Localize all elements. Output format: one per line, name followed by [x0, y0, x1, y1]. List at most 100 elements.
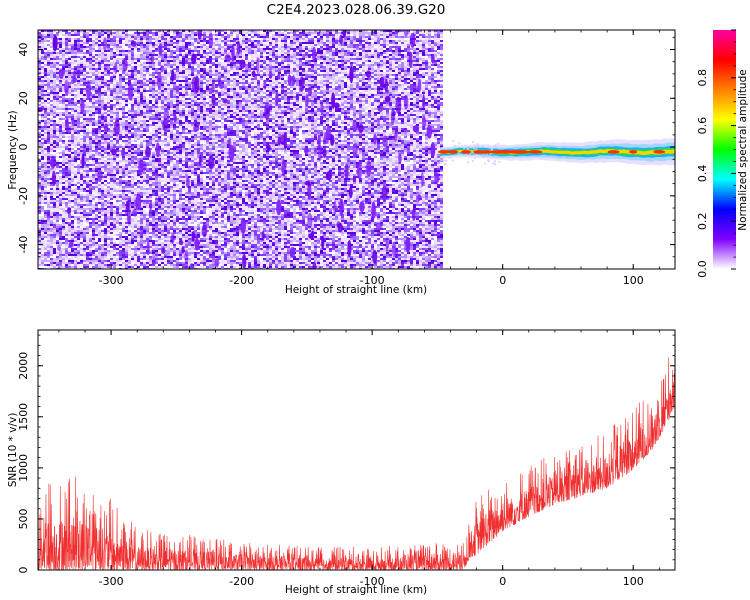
noise-cell	[386, 76, 389, 78]
noise-cell	[272, 102, 275, 104]
noise-cell	[137, 84, 140, 86]
noise-cell	[425, 30, 428, 32]
noise-cell	[197, 48, 200, 50]
noise-cell	[272, 88, 275, 90]
noise-cell	[242, 106, 245, 108]
noise-cell	[80, 64, 83, 66]
noise-cell	[245, 110, 248, 112]
noise-cell	[425, 90, 428, 92]
noise-cell	[386, 74, 389, 76]
noise-cell	[284, 106, 287, 108]
noise-cell	[89, 64, 92, 66]
noise-cell	[353, 106, 356, 108]
noise-cell	[191, 76, 194, 78]
noise-cell	[383, 52, 386, 54]
noise-cell	[380, 102, 383, 104]
noise-cell	[134, 32, 137, 34]
noise-cell	[161, 60, 164, 62]
noise-cell	[242, 74, 245, 76]
noise-cell	[314, 32, 317, 34]
noise-cell	[440, 48, 443, 50]
noise-cell	[119, 38, 122, 40]
noise-cell	[269, 86, 272, 88]
noise-cell	[416, 98, 419, 100]
noise-cell	[212, 52, 215, 54]
noise-cell	[287, 50, 290, 52]
noise-cell	[107, 82, 110, 84]
noise-cell	[377, 54, 380, 56]
noise-cell	[110, 68, 113, 70]
noise-cell	[356, 102, 359, 104]
noise-cell	[305, 90, 308, 92]
noise-cell	[239, 80, 242, 82]
noise-cell	[155, 78, 158, 80]
noise-cell	[77, 42, 80, 44]
noise-cell	[71, 92, 74, 94]
noise-cell	[59, 88, 62, 90]
noise-cell	[362, 52, 365, 54]
noise-cell	[311, 70, 314, 72]
noise-cell	[245, 36, 248, 38]
noise-cell	[374, 70, 377, 72]
noise-cell	[179, 86, 182, 88]
noise-cell	[374, 86, 377, 88]
noise-cell	[329, 104, 332, 106]
noise-cell	[140, 40, 143, 42]
noise-cell	[104, 30, 107, 32]
noise-cell	[146, 62, 149, 64]
noise-cell	[401, 72, 404, 74]
noise-cell	[209, 94, 212, 96]
noise-cell	[398, 92, 401, 94]
noise-cell	[440, 90, 443, 92]
noise-cell	[386, 70, 389, 72]
noise-cell	[155, 76, 158, 78]
noise-cell	[263, 52, 266, 54]
noise-cell	[182, 44, 185, 46]
noise-cell	[434, 84, 437, 86]
noise-cell	[146, 98, 149, 100]
noise-cell	[236, 98, 239, 100]
noise-cell	[101, 78, 104, 80]
noise-cell	[98, 48, 101, 50]
noise-cell	[53, 64, 56, 66]
noise-cell	[164, 104, 167, 106]
noise-cell	[164, 70, 167, 72]
noise-cell	[377, 50, 380, 52]
noise-cell	[377, 68, 380, 70]
noise-cell	[281, 88, 284, 90]
noise-cell	[428, 40, 431, 42]
noise-cell	[335, 44, 338, 46]
noise-cell	[101, 92, 104, 94]
noise-cell	[224, 96, 227, 98]
noise-cell	[104, 54, 107, 56]
noise-cell	[83, 100, 86, 102]
noise-cell	[155, 68, 158, 70]
noise-cell	[119, 88, 122, 90]
noise-cell	[266, 86, 269, 88]
noise-cell	[302, 106, 305, 108]
noise-cell	[428, 94, 431, 96]
noise-cell	[146, 46, 149, 48]
noise-cell	[317, 112, 320, 114]
noise-cell	[215, 76, 218, 78]
noise-cell	[209, 96, 212, 98]
noise-cell	[404, 110, 407, 112]
noise-cell	[215, 56, 218, 58]
noise-cell	[431, 44, 434, 46]
noise-cell	[284, 68, 287, 70]
noise-cell	[152, 50, 155, 52]
noise-cell	[59, 90, 62, 92]
noise-cell	[410, 94, 413, 96]
noise-cell	[44, 92, 47, 94]
noise-cell	[179, 56, 182, 58]
noise-cell	[176, 46, 179, 48]
noise-cell	[380, 62, 383, 64]
noise-cell	[326, 88, 329, 90]
noise-cell	[44, 58, 47, 60]
noise-cell	[314, 106, 317, 108]
noise-cell	[65, 70, 68, 72]
noise-cell	[374, 84, 377, 86]
noise-cell	[107, 40, 110, 42]
noise-cell	[218, 96, 221, 98]
noise-cell	[125, 106, 128, 108]
